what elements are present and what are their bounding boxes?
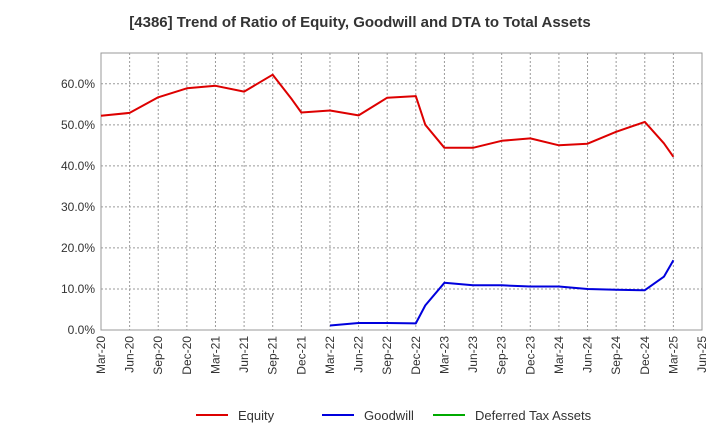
x-tick-label: Dec-21 bbox=[294, 336, 308, 375]
y-tick-label: 30.0% bbox=[61, 200, 95, 214]
x-tick-label: Jun-21 bbox=[237, 336, 251, 373]
legend-label: Goodwill bbox=[364, 408, 414, 423]
x-tick-label: Sep-20 bbox=[151, 336, 165, 375]
y-tick-label: 0.0% bbox=[68, 323, 96, 337]
plot-area bbox=[100, 52, 703, 331]
x-tick-label: Jun-25 bbox=[695, 336, 709, 373]
x-tick-label: Mar-24 bbox=[552, 336, 566, 374]
series-line-goodwill bbox=[329, 259, 675, 327]
chart-title: [4386] Trend of Ratio of Equity, Goodwil… bbox=[129, 14, 591, 31]
x-tick-label: Jun-23 bbox=[466, 336, 480, 373]
y-tick-label: 50.0% bbox=[61, 118, 95, 132]
x-tick-label: Mar-23 bbox=[437, 336, 451, 374]
x-tick-label: Mar-22 bbox=[323, 336, 337, 374]
y-tick-label: 40.0% bbox=[61, 159, 95, 173]
x-tick-label: Sep-23 bbox=[495, 336, 509, 375]
x-tick-label: Jun-24 bbox=[581, 336, 595, 373]
x-tick-label: Dec-22 bbox=[409, 336, 423, 375]
x-tick-label: Sep-22 bbox=[380, 336, 394, 375]
x-tick-label: Jun-22 bbox=[352, 336, 366, 373]
legend-label: Equity bbox=[238, 408, 275, 423]
x-tick-label: Jun-20 bbox=[123, 336, 137, 373]
x-tick-label: Dec-23 bbox=[523, 336, 537, 375]
y-tick-label: 10.0% bbox=[61, 282, 95, 296]
x-tick-label: Dec-20 bbox=[180, 336, 194, 375]
legend-label: Deferred Tax Assets bbox=[475, 408, 592, 423]
series-line-equity bbox=[100, 73, 675, 158]
x-tick-label: Sep-21 bbox=[266, 336, 280, 375]
x-tick-label: Mar-20 bbox=[94, 336, 108, 374]
x-tick-label: Dec-24 bbox=[638, 336, 652, 375]
x-tick-label: Mar-21 bbox=[208, 336, 222, 374]
y-tick-label: 20.0% bbox=[61, 241, 95, 255]
x-tick-label: Sep-24 bbox=[609, 336, 623, 375]
y-tick-label: 60.0% bbox=[61, 77, 95, 91]
x-tick-label: Mar-25 bbox=[666, 336, 680, 374]
